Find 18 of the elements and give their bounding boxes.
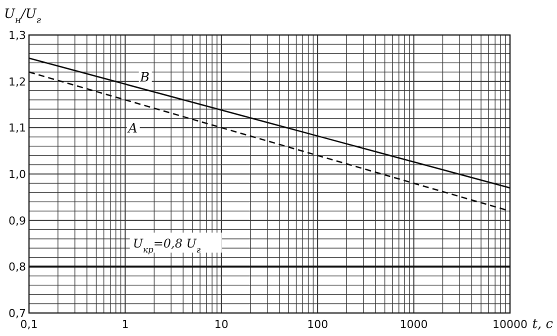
y-tick-label: 1,2 xyxy=(8,75,26,88)
x-tick-label: 1000 xyxy=(400,318,428,331)
y-tick-label: 0,9 xyxy=(8,214,26,228)
annotation: A xyxy=(127,122,138,137)
y-tick-label: 1,0 xyxy=(8,168,26,181)
x-axis-title: t, c xyxy=(532,317,554,332)
y-tick-label: 1,3 xyxy=(8,29,26,42)
x-tick-label: 1 xyxy=(122,318,129,331)
ref-line-label: U$_{кр}$=0,8 U$_{г}$ xyxy=(132,236,202,255)
y-tick-label: 0,7 xyxy=(8,307,26,320)
y-axis-title: U$_{н}$/U$_{г}$ xyxy=(4,7,42,26)
x-tick-label: 100 xyxy=(307,318,328,331)
x-tick-label: 10 xyxy=(214,318,228,331)
annotation: B xyxy=(139,70,150,86)
y-tick-label: 0,8 xyxy=(8,260,26,274)
x-tick-label: 0,1 xyxy=(20,318,38,331)
y-tick-label: 1,1 xyxy=(8,122,26,135)
x-tick-label: 10000 xyxy=(492,318,528,331)
